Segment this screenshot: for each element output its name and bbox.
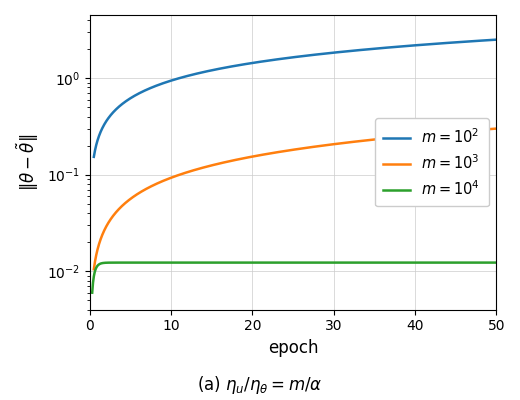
Line: $m = 10^3$: $m = 10^3$	[94, 129, 496, 269]
Line: $m = 10^2$: $m = 10^2$	[94, 40, 496, 157]
$m = 10^2$	[405, 44, 411, 48]
$m = 10^3$	[268, 151, 274, 156]
$m = 10^2$	[90, 154, 97, 159]
$m = 10^2$	[268, 58, 274, 63]
$m = 10^4$	[367, 260, 373, 265]
$m = 10^2$	[412, 43, 418, 48]
$m = 10^3$	[405, 134, 411, 138]
$m = 10^3$	[367, 138, 373, 142]
$m = 10^3$	[253, 154, 259, 158]
$m = 10^3$	[412, 133, 418, 138]
$m = 10^3$	[90, 267, 97, 272]
$m = 10^3$	[132, 193, 138, 198]
$m = 10^4$	[405, 260, 411, 265]
$m = 10^4$	[188, 260, 194, 265]
$m = 10^4$	[89, 290, 95, 295]
$m = 10^2$	[253, 60, 259, 65]
$m = 10^4$	[253, 260, 259, 265]
Legend: $m = 10^2$, $m = 10^3$, $m = 10^4$: $m = 10^2$, $m = 10^3$, $m = 10^4$	[375, 118, 489, 206]
$m = 10^2$	[132, 93, 138, 98]
Text: (a) $\eta_u/\eta_\theta = m/\alpha$: (a) $\eta_u/\eta_\theta = m/\alpha$	[197, 374, 323, 396]
Y-axis label: $\|\theta - \tilde{\theta}\|$: $\|\theta - \tilde{\theta}\|$	[15, 134, 41, 191]
X-axis label: epoch: epoch	[268, 339, 318, 357]
$m = 10^2$	[493, 37, 499, 42]
$m = 10^3$	[493, 126, 499, 131]
$m = 10^4$	[267, 260, 274, 265]
$m = 10^4$	[493, 260, 499, 265]
$m = 10^4$	[131, 260, 137, 265]
Line: $m = 10^4$: $m = 10^4$	[92, 262, 496, 293]
$m = 10^2$	[367, 47, 373, 52]
$m = 10^4$	[412, 260, 418, 265]
